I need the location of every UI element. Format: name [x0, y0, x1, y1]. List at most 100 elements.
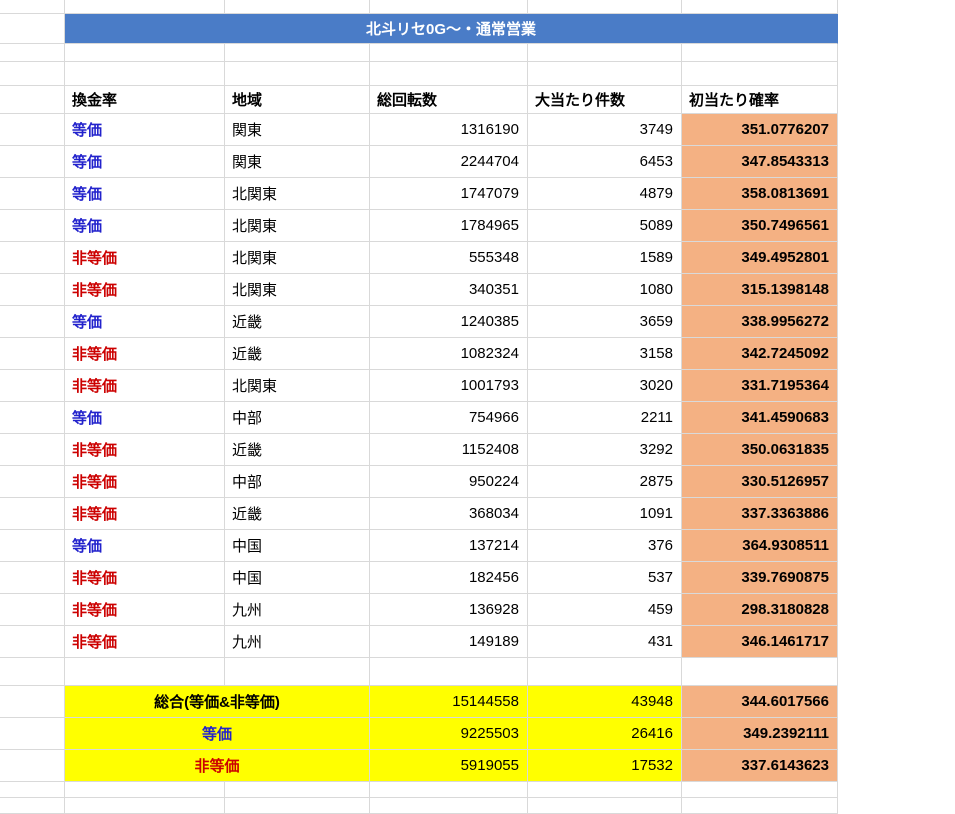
- empty-cell[interactable]: [682, 62, 838, 86]
- spins-cell[interactable]: 1082324: [370, 338, 528, 370]
- hits-cell[interactable]: 6453: [528, 146, 682, 178]
- rate-cell[interactable]: 非等価: [65, 338, 225, 370]
- rate-cell[interactable]: 非等価: [65, 626, 225, 658]
- empty-cell[interactable]: [0, 86, 65, 114]
- probability-cell[interactable]: 350.0631835: [682, 434, 838, 466]
- spins-cell[interactable]: 1784965: [370, 210, 528, 242]
- empty-cell[interactable]: [0, 750, 65, 782]
- column-header-region[interactable]: 地域: [225, 86, 370, 114]
- rate-cell[interactable]: 非等価: [65, 594, 225, 626]
- empty-cell[interactable]: [0, 146, 65, 178]
- spins-cell[interactable]: 368034: [370, 498, 528, 530]
- column-header-probability[interactable]: 初当たり確率: [682, 86, 838, 114]
- hits-cell[interactable]: 3292: [528, 434, 682, 466]
- empty-cell[interactable]: [370, 44, 528, 62]
- probability-cell[interactable]: 339.7690875: [682, 562, 838, 594]
- hits-cell[interactable]: 2875: [528, 466, 682, 498]
- empty-cell[interactable]: [0, 626, 65, 658]
- empty-cell[interactable]: [528, 0, 682, 14]
- probability-cell[interactable]: 331.7195364: [682, 370, 838, 402]
- region-cell[interactable]: 近畿: [225, 306, 370, 338]
- region-cell[interactable]: 中部: [225, 466, 370, 498]
- empty-cell[interactable]: [225, 782, 370, 798]
- region-cell[interactable]: 近畿: [225, 338, 370, 370]
- rate-cell[interactable]: 等価: [65, 114, 225, 146]
- empty-cell[interactable]: [0, 798, 65, 814]
- column-header-hits[interactable]: 大当たり件数: [528, 86, 682, 114]
- empty-cell[interactable]: [65, 658, 225, 686]
- rate-cell[interactable]: 非等価: [65, 466, 225, 498]
- empty-cell[interactable]: [370, 658, 528, 686]
- rate-cell[interactable]: 等価: [65, 402, 225, 434]
- empty-cell[interactable]: [682, 658, 838, 686]
- region-cell[interactable]: 中国: [225, 530, 370, 562]
- region-cell[interactable]: 九州: [225, 626, 370, 658]
- empty-cell[interactable]: [682, 0, 838, 14]
- empty-cell[interactable]: [682, 782, 838, 798]
- rate-cell[interactable]: 等価: [65, 146, 225, 178]
- probability-cell[interactable]: 350.7496561: [682, 210, 838, 242]
- rate-cell[interactable]: 非等価: [65, 498, 225, 530]
- spins-cell[interactable]: 136928: [370, 594, 528, 626]
- summary-probability-cell[interactable]: 337.6143623: [682, 750, 838, 782]
- region-cell[interactable]: 北関東: [225, 242, 370, 274]
- empty-cell[interactable]: [0, 434, 65, 466]
- spins-cell[interactable]: 182456: [370, 562, 528, 594]
- rate-cell[interactable]: 非等価: [65, 434, 225, 466]
- probability-cell[interactable]: 342.7245092: [682, 338, 838, 370]
- spins-cell[interactable]: 555348: [370, 242, 528, 274]
- empty-cell[interactable]: [0, 44, 65, 62]
- rate-cell[interactable]: 等価: [65, 210, 225, 242]
- hits-cell[interactable]: 4879: [528, 178, 682, 210]
- spins-cell[interactable]: 1316190: [370, 114, 528, 146]
- summary-hits-cell[interactable]: 26416: [528, 718, 682, 750]
- hits-cell[interactable]: 2211: [528, 402, 682, 434]
- empty-cell[interactable]: [370, 798, 528, 814]
- empty-cell[interactable]: [528, 782, 682, 798]
- empty-cell[interactable]: [528, 62, 682, 86]
- empty-cell[interactable]: [0, 178, 65, 210]
- hits-cell[interactable]: 376: [528, 530, 682, 562]
- empty-cell[interactable]: [0, 338, 65, 370]
- spins-cell[interactable]: 1152408: [370, 434, 528, 466]
- empty-cell[interactable]: [528, 44, 682, 62]
- hits-cell[interactable]: 537: [528, 562, 682, 594]
- empty-cell[interactable]: [0, 242, 65, 274]
- hits-cell[interactable]: 431: [528, 626, 682, 658]
- summary-label[interactable]: 総合(等価&非等価): [65, 686, 370, 718]
- empty-cell[interactable]: [0, 0, 65, 14]
- region-cell[interactable]: 北関東: [225, 178, 370, 210]
- summary-spins-cell[interactable]: 9225503: [370, 718, 528, 750]
- empty-cell[interactable]: [225, 62, 370, 86]
- summary-label[interactable]: 非等価: [65, 750, 370, 782]
- empty-cell[interactable]: [65, 798, 225, 814]
- hits-cell[interactable]: 3020: [528, 370, 682, 402]
- probability-cell[interactable]: 349.4952801: [682, 242, 838, 274]
- spins-cell[interactable]: 754966: [370, 402, 528, 434]
- spins-cell[interactable]: 340351: [370, 274, 528, 306]
- empty-cell[interactable]: [225, 798, 370, 814]
- empty-cell[interactable]: [65, 782, 225, 798]
- empty-cell[interactable]: [65, 62, 225, 86]
- rate-cell[interactable]: 等価: [65, 178, 225, 210]
- rate-cell[interactable]: 非等価: [65, 562, 225, 594]
- probability-cell[interactable]: 364.9308511: [682, 530, 838, 562]
- hits-cell[interactable]: 1091: [528, 498, 682, 530]
- empty-cell[interactable]: [0, 466, 65, 498]
- empty-cell[interactable]: [0, 306, 65, 338]
- hits-cell[interactable]: 3749: [528, 114, 682, 146]
- hits-cell[interactable]: 1589: [528, 242, 682, 274]
- rate-cell[interactable]: 非等価: [65, 370, 225, 402]
- empty-cell[interactable]: [0, 530, 65, 562]
- probability-cell[interactable]: 341.4590683: [682, 402, 838, 434]
- empty-cell[interactable]: [682, 44, 838, 62]
- spins-cell[interactable]: 1747079: [370, 178, 528, 210]
- region-cell[interactable]: 中国: [225, 562, 370, 594]
- summary-probability-cell[interactable]: 349.2392111: [682, 718, 838, 750]
- region-cell[interactable]: 関東: [225, 114, 370, 146]
- probability-cell[interactable]: 338.9956272: [682, 306, 838, 338]
- spins-cell[interactable]: 2244704: [370, 146, 528, 178]
- empty-cell[interactable]: [370, 782, 528, 798]
- summary-probability-cell[interactable]: 344.6017566: [682, 686, 838, 718]
- empty-cell[interactable]: [0, 594, 65, 626]
